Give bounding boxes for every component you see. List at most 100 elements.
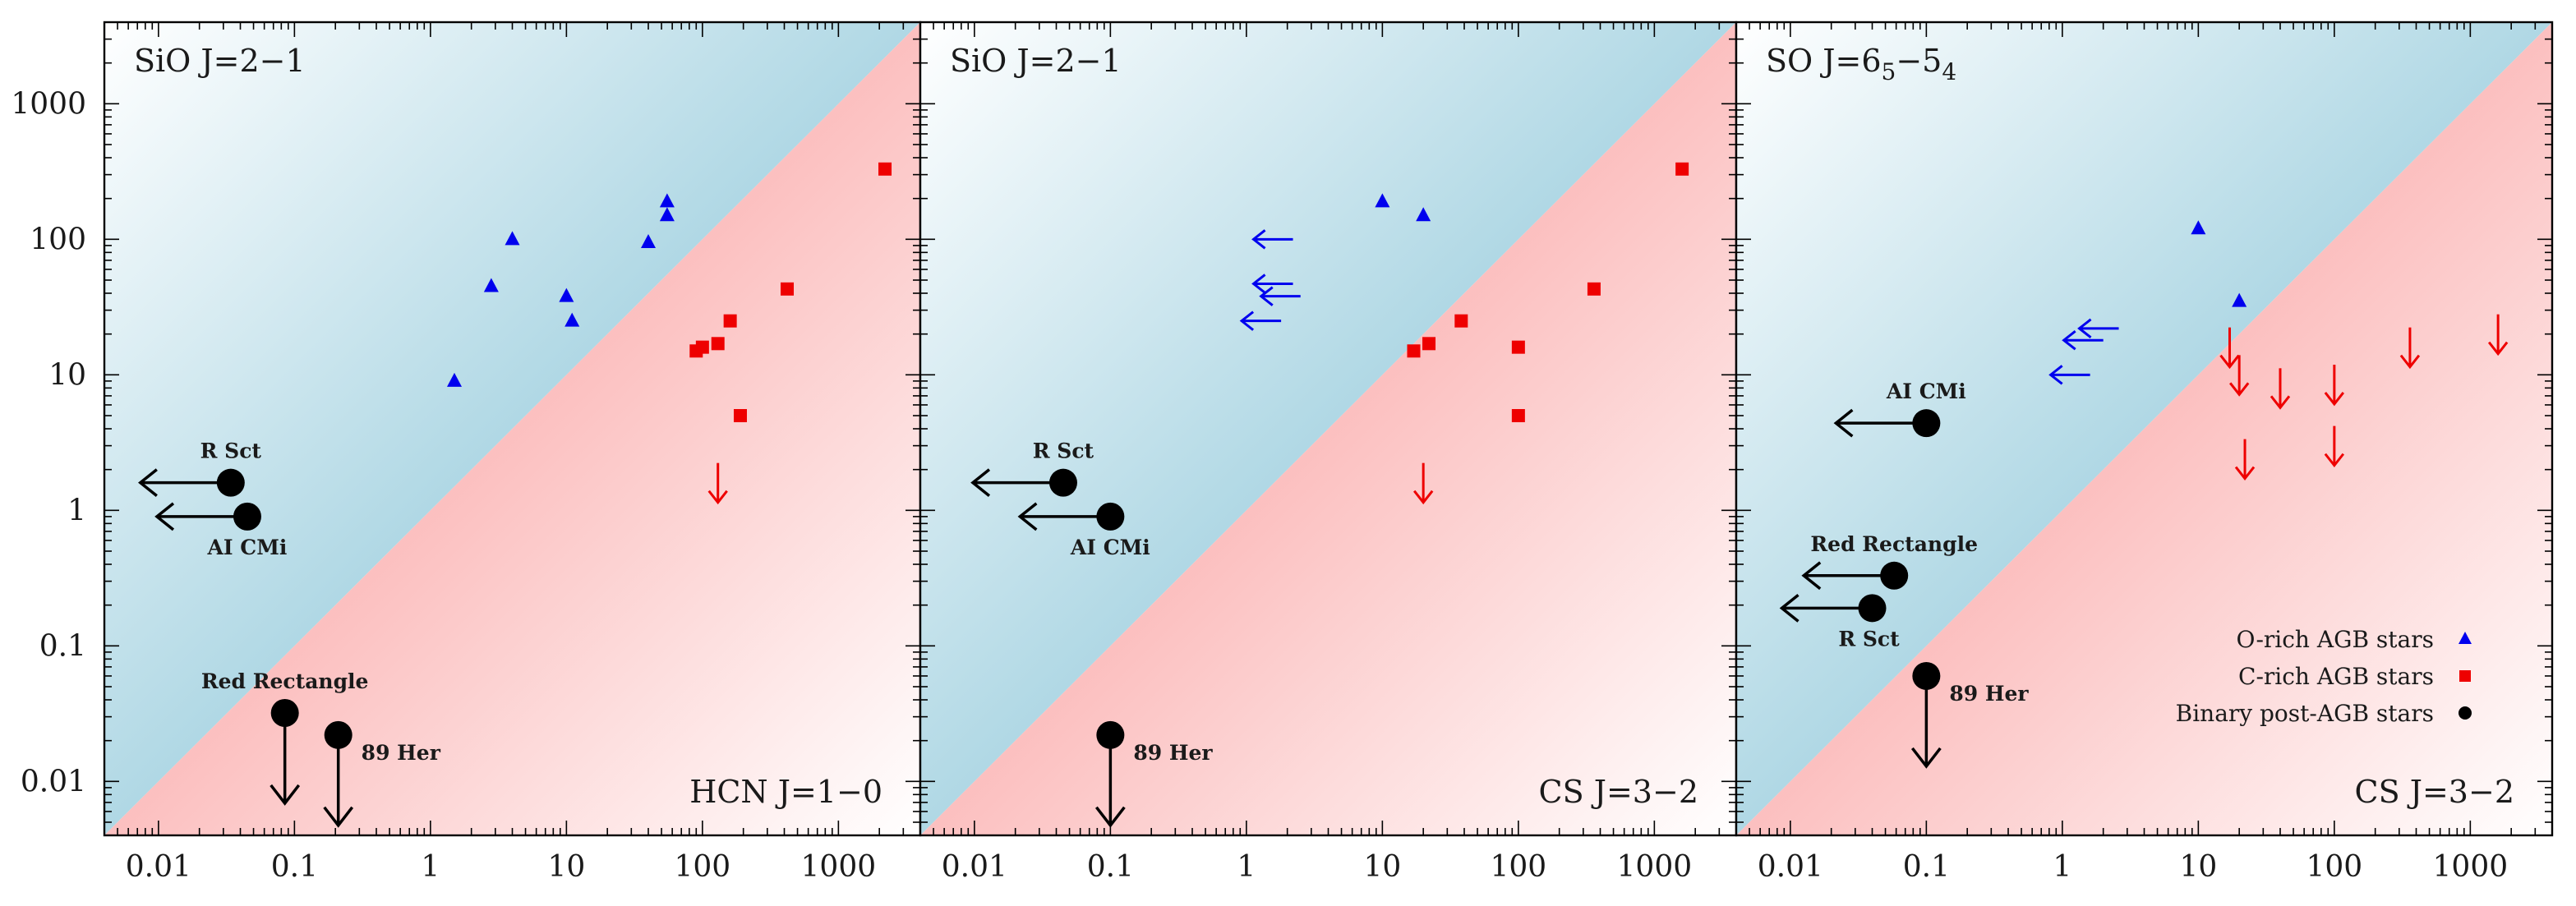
- binary-marker: [1880, 561, 1909, 590]
- o-rich-limit-arrow: [1251, 274, 1293, 294]
- x-molecule-label: CS J=3−2: [1539, 774, 1698, 810]
- c-rich-limit-head: [707, 490, 728, 505]
- o-rich-limit-head: [1251, 274, 1266, 294]
- series-triangle: [1239, 193, 1431, 331]
- binary-marker: [216, 468, 245, 497]
- binary-point: AI CMi: [1833, 379, 1966, 438]
- c-rich-point: [781, 282, 795, 296]
- o-rich-limit-arrow: [1259, 286, 1301, 306]
- binary-limit-head: [1801, 561, 1822, 591]
- c-rich-point: [1454, 314, 1468, 328]
- x-tick-label: 10: [547, 850, 585, 884]
- x-tick-label: 0.01: [126, 850, 191, 884]
- x-tick-label: 0.01: [1758, 850, 1823, 884]
- legend-square-marker: [2459, 670, 2471, 682]
- panel-2: 0.01 0.1 1 10 100 1000 SiO J=2−1 CS J=3−2 R Sct A…: [919, 21, 1738, 884]
- binary-label: AI CMi: [1886, 379, 1966, 403]
- o-rich-limit-arrow: [1239, 310, 1282, 331]
- binary-label: 89 Her: [1949, 682, 2029, 706]
- binary-marker: [233, 502, 261, 531]
- c-rich-point: [723, 314, 737, 328]
- x-tick-label: 0.1: [271, 850, 318, 884]
- binary-limit-head: [270, 784, 301, 806]
- panel-frame: [1735, 21, 2554, 837]
- binary-point: 89 Her: [323, 720, 441, 828]
- series-square: [1407, 162, 1689, 505]
- binary-limit-arrow: [1017, 502, 1111, 531]
- o-rich-limit-head: [1239, 310, 1255, 331]
- o-rich-limit-arrow: [2077, 318, 2119, 339]
- binary-label: AI CMi: [1070, 536, 1150, 559]
- o-rich-point: [641, 234, 656, 249]
- c-rich-limit-arrow: [2487, 314, 2509, 356]
- y-tick-label: 0.1: [39, 629, 86, 663]
- binary-limit-head: [1779, 593, 1800, 623]
- binary-limit-head: [1910, 747, 1942, 769]
- c-rich-limit-arrow: [2228, 355, 2250, 397]
- c-rich-limit-head: [2399, 354, 2421, 370]
- binary-point: Red Rectangle: [201, 669, 369, 806]
- o-rich-point: [505, 231, 520, 246]
- o-rich-point: [559, 287, 574, 302]
- binary-limit-arrow: [1910, 675, 1942, 769]
- legend-label: C-rich AGB stars: [2238, 663, 2434, 690]
- x-tick-label: 1000: [2433, 850, 2509, 884]
- c-rich-limit-arrow: [707, 462, 728, 505]
- o-rich-limit-head: [1259, 286, 1274, 306]
- lower-region: [104, 22, 920, 835]
- c-rich-point: [1511, 340, 1525, 354]
- y-molecule-label-part: −5: [1896, 43, 1942, 79]
- o-rich-point: [2191, 220, 2206, 235]
- y-molecule-label-part: SO J=6: [1766, 43, 1882, 79]
- y-molecule-label: SiO J=2−1: [134, 43, 306, 79]
- panel-3: 0.01 0.1 1 10 100 1000 SO J=65−54 CS J=3−2 AI CM…: [1735, 21, 2554, 884]
- binary-point: R Sct: [138, 439, 261, 498]
- legend: O-rich AGB stars C-rich AGB stars Binary p…: [2176, 626, 2472, 727]
- binary-limit-arrow: [138, 468, 231, 498]
- binary-limit-head: [970, 468, 991, 498]
- series-circle: R Sct AI CMi 89 Her: [970, 439, 1213, 828]
- x-tick-label: 100: [2306, 850, 2362, 884]
- x-tick-label: 1: [1237, 850, 1256, 884]
- binary-label: AI CMi: [207, 536, 288, 559]
- y-molecule-label-sub: 5: [1882, 58, 1896, 85]
- o-rich-point: [659, 193, 675, 208]
- c-rich-point: [1407, 344, 1421, 358]
- y-molecule-label: SiO J=2−1: [950, 43, 1122, 79]
- binary-limit-arrow: [1094, 734, 1126, 828]
- y-tick-label: 1: [67, 494, 86, 527]
- x-tick-label: 10: [1363, 850, 1401, 884]
- binary-limit-head: [154, 502, 175, 531]
- lower-region: [1736, 22, 2552, 835]
- binary-marker: [324, 720, 353, 749]
- y-molecule-label-sub: 4: [1942, 58, 1956, 85]
- binary-label: 89 Her: [1133, 741, 1213, 765]
- c-rich-limit-head: [1413, 490, 1434, 505]
- legend-triangle-marker: [2458, 632, 2472, 644]
- o-rich-point: [447, 372, 463, 387]
- x-tick-label: 100: [674, 850, 730, 884]
- binary-limit-arrow: [1801, 561, 1895, 591]
- c-rich-limit-arrow: [2270, 368, 2291, 410]
- binary-point: AI CMi: [154, 502, 288, 559]
- o-rich-limit-head: [2048, 365, 2063, 385]
- c-rich-limit-head: [2270, 395, 2291, 410]
- binary-marker: [1048, 468, 1077, 497]
- binary-point: R Sct: [1779, 593, 1900, 651]
- binary-label: Red Rectangle: [1810, 532, 1978, 556]
- binary-label: Red Rectangle: [201, 669, 369, 693]
- binary-point: Red Rectangle: [1801, 532, 1978, 591]
- binary-marker: [270, 698, 299, 727]
- binary-marker: [1096, 720, 1125, 749]
- binary-limit-arrow: [154, 502, 247, 531]
- x-tick-label: 10: [2179, 850, 2217, 884]
- binary-limit-head: [138, 468, 158, 498]
- x-tick-label: 100: [1490, 850, 1546, 884]
- binary-label: 89 Her: [362, 741, 441, 765]
- binary-marker: [1096, 502, 1125, 531]
- lower-region: [920, 22, 1736, 835]
- o-rich-point: [1375, 193, 1390, 208]
- y-tick-label: 1000: [11, 87, 86, 121]
- o-rich-limit-head: [2062, 330, 2076, 351]
